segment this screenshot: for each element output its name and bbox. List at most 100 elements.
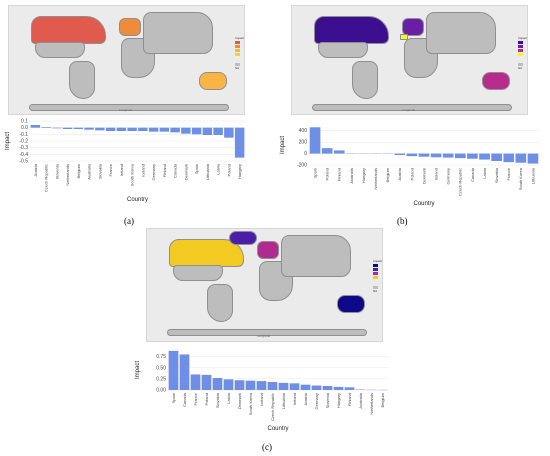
x-tick-label: Finland <box>162 164 167 177</box>
x-tick-label: Lithuania <box>530 167 535 184</box>
legend-swatch-2 <box>235 44 244 48</box>
x-tick-label: Lithuania <box>281 392 286 409</box>
bar <box>503 153 515 163</box>
legend-swatch-4 <box>235 52 244 56</box>
x-tick-label: South Korea <box>248 392 253 415</box>
x-axis-label: Country <box>127 197 148 203</box>
x-tick-label: Ireland <box>119 164 124 176</box>
x-tick-label: Austria <box>303 392 308 405</box>
x-tick-label: Lithuania <box>205 163 210 180</box>
bar <box>333 150 345 154</box>
legend-swatch-1 <box>373 263 382 267</box>
y-tick-label: -0.1 <box>19 132 28 138</box>
bar <box>442 153 454 158</box>
bar <box>191 127 202 135</box>
x-tick-label: Spain <box>194 164 199 174</box>
x-tick-label: Finland <box>347 393 352 406</box>
bar <box>394 153 406 155</box>
y-tick-label: 0.0 <box>21 125 28 131</box>
x-tick-label: Netherlands <box>373 168 378 190</box>
bar <box>430 153 442 158</box>
legend-na-c: NA <box>373 285 382 293</box>
legend-na-label-a: NA <box>235 66 240 70</box>
bar <box>62 127 73 129</box>
x-tick-label: Canada <box>173 163 178 178</box>
x-tick-label: Hungary <box>237 164 242 179</box>
bar <box>73 127 84 129</box>
europe-a <box>119 18 141 36</box>
bar <box>159 127 170 132</box>
antarctica-a <box>29 104 229 111</box>
bar <box>170 127 180 133</box>
bar <box>213 127 223 135</box>
x-tick-label: Germany <box>446 168 451 184</box>
x-tick-label: Czech Republic <box>458 168 463 196</box>
legend-swatch-3 <box>235 48 244 52</box>
legend-swatch-1 <box>235 40 244 44</box>
australia-b <box>482 72 510 90</box>
bar <box>41 127 51 128</box>
bar <box>454 153 466 159</box>
bar <box>179 354 190 390</box>
bar <box>105 127 116 131</box>
usa-b <box>318 42 368 58</box>
x-tick-label: South Korea <box>518 167 523 190</box>
bar <box>515 153 527 163</box>
legend-swatch-3 <box>373 271 382 275</box>
bar <box>309 127 321 154</box>
bar <box>181 127 191 134</box>
world-map-b: Impact NA Longitude <box>291 5 528 115</box>
world-map-c: Impact NA Longitude <box>146 228 383 342</box>
bar <box>138 127 148 131</box>
x-tick-label: Slovenia <box>325 392 330 408</box>
legend-swatch-1 <box>518 40 527 44</box>
map-xlabel-b: Longitude <box>402 108 416 112</box>
x-tick-label: Belgium <box>385 167 390 182</box>
x-tick-label: Austria <box>397 167 402 180</box>
panel-a: Impact NA Longitude 0.1 0.0 -0.1 -0.2 -0.3 -0… <box>0 0 275 228</box>
plot-area <box>168 350 388 390</box>
bar <box>278 382 289 390</box>
usa-c <box>173 265 223 281</box>
bar <box>95 127 105 131</box>
x-axis-label: Country <box>267 426 288 432</box>
y-tick-label: 400 <box>299 128 308 134</box>
asia-c <box>281 235 351 277</box>
legend-b: Impact NA <box>518 36 527 70</box>
bar <box>300 384 311 390</box>
europe-b <box>402 18 424 36</box>
x-tick-label: Slovakia <box>97 163 102 179</box>
y-tick-label: 0.50 <box>156 365 166 371</box>
y-tick-label: -0.2 <box>19 139 28 145</box>
x-tick-label: Latvia <box>216 163 221 174</box>
x-tick-label: Ireland <box>434 168 439 180</box>
bar <box>344 387 355 390</box>
x-tick-label: Czech Republic <box>270 393 275 421</box>
australia-a <box>199 72 227 90</box>
y-tick-label: -200 <box>297 163 307 169</box>
legend-na-b: NA <box>518 62 527 70</box>
asia-b <box>426 12 496 54</box>
x-tick-label: Belgium <box>380 392 385 407</box>
x-tick-label: Denmark <box>183 164 188 180</box>
north-america-a <box>31 16 106 44</box>
y-tick-label: -0.4 <box>19 152 28 158</box>
x-tick-label: France <box>193 392 198 405</box>
europe-c <box>257 241 279 259</box>
legend-title-a: Impact <box>235 36 245 40</box>
bar <box>84 127 94 130</box>
x-tick-label: Hungary <box>361 168 366 183</box>
y-tick-label: 0.25 <box>156 376 166 382</box>
x-tick-label: France <box>506 167 511 180</box>
y-tick-label: 0.75 <box>156 354 166 360</box>
y-tick-label: 0.1 <box>21 119 28 125</box>
x-tick-label: Latvia <box>482 167 487 178</box>
legend-swatch-2 <box>373 267 382 271</box>
bar <box>321 148 333 154</box>
legend-na-label-c: NA <box>373 289 378 293</box>
spain-b <box>400 34 408 40</box>
bar <box>168 350 179 390</box>
bar <box>491 153 502 161</box>
x-tick-label: Poland <box>204 393 209 405</box>
bar <box>202 127 213 135</box>
